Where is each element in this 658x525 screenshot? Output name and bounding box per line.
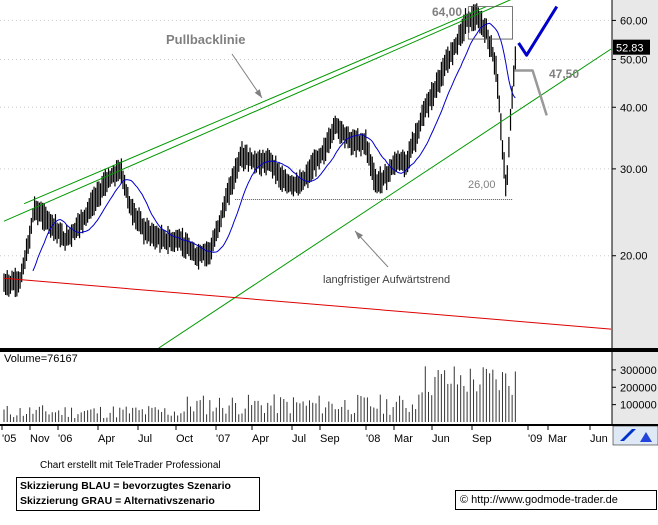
arrow-head xyxy=(355,231,363,240)
copyright-icon: © xyxy=(460,494,469,506)
price-axis: 20.00 30.00 40.00 50.00 60.00 52.83 xyxy=(611,0,658,348)
time-tick-label: Sep xyxy=(472,433,492,445)
high-range-box xyxy=(467,6,513,40)
time-tick-label: Jul xyxy=(138,433,152,445)
stock-chart: Pullbacklinie langfristiger Aufwärtstrend… xyxy=(0,0,658,446)
volume-panel: Volume=76167 xyxy=(0,352,612,424)
price-panel: Pullbacklinie langfristiger Aufwärtstrend… xyxy=(0,0,612,348)
volume-tick-label: 200000 xyxy=(620,382,657,394)
time-tick-label: '08 xyxy=(366,433,380,445)
price-tick-label: 30.00 xyxy=(620,164,648,176)
price-tick-label: 50.00 xyxy=(620,54,648,66)
time-tick-label: Mar xyxy=(548,433,567,445)
time-tick-label: Jun xyxy=(432,433,450,445)
source-url[interactable]: http://www.godmode-trader.de xyxy=(471,494,618,506)
time-tick-label: '06 xyxy=(58,433,72,445)
red-trend-line xyxy=(3,277,612,330)
time-tick-label: Mar xyxy=(394,433,413,445)
low-label: 26,00 xyxy=(468,179,496,191)
current-price-label: 52.83 xyxy=(616,43,644,55)
price-series xyxy=(3,3,516,298)
time-tick-label: Jul xyxy=(292,433,306,445)
grey-scenario-path xyxy=(514,69,548,116)
volume-axis: 100000 200000 300000 xyxy=(611,352,658,424)
price-tick-label: 20.00 xyxy=(620,251,648,263)
arrow-shaft xyxy=(231,53,263,99)
pullback-arrow xyxy=(231,53,263,99)
pencil-icon xyxy=(620,429,652,442)
chart-credit: Chart erstellt mit TeleTrader Profession… xyxy=(40,460,221,471)
longterm-uptrend-line xyxy=(158,48,612,348)
time-tick-label: '07 xyxy=(216,433,230,445)
arrow-head xyxy=(254,89,262,98)
price-tick-label: 40.00 xyxy=(620,102,648,114)
moving-average-line xyxy=(32,22,516,272)
time-tick-label: '05 xyxy=(2,433,16,445)
longterm-trend-label: langfristiger Aufwärtstrend xyxy=(323,274,450,286)
time-tick-label: Jun xyxy=(590,433,608,445)
upper-channel-line xyxy=(3,0,512,222)
volume-tick-label: 300000 xyxy=(620,365,657,377)
uptrend-arrow xyxy=(354,230,389,268)
scenario-legend: Skizzierung BLAU = bevorzugtes Szenario … xyxy=(16,477,260,511)
time-tick-label: Apr xyxy=(98,433,115,445)
time-axis: '05 Nov '06 Apr Jul Oct '07 Apr Jul Sep '08 Mar Jun S… xyxy=(0,424,612,446)
time-tick-label: Nov xyxy=(30,433,50,445)
pullback-label: Pullbacklinie xyxy=(166,32,245,47)
high-label: 64,00 xyxy=(432,5,462,19)
target-label: 47,50 xyxy=(549,67,579,81)
time-tick-label: Sep xyxy=(320,433,340,445)
time-tick-label: '09 xyxy=(528,433,542,445)
volume-label: Volume=76167 xyxy=(4,353,78,365)
legend-blue-scenario: Skizzierung BLAU = bevorzugtes Szenario xyxy=(20,480,231,492)
time-tick-label: Oct xyxy=(176,433,193,445)
source-url-box[interactable]: © http://www.godmode-trader.de xyxy=(455,490,657,510)
current-price-tag: 52.83 xyxy=(613,39,650,55)
time-tick-label: Apr xyxy=(252,433,269,445)
pullback-line xyxy=(23,6,487,205)
price-tick-label: 60.00 xyxy=(620,15,648,27)
legend-grey-scenario: Skizzierung GRAU = Alternativszenario xyxy=(20,495,215,507)
draw-tool-button[interactable] xyxy=(612,425,658,446)
volume-tick-label: 100000 xyxy=(620,400,657,412)
blue-scenario-path xyxy=(517,5,559,57)
